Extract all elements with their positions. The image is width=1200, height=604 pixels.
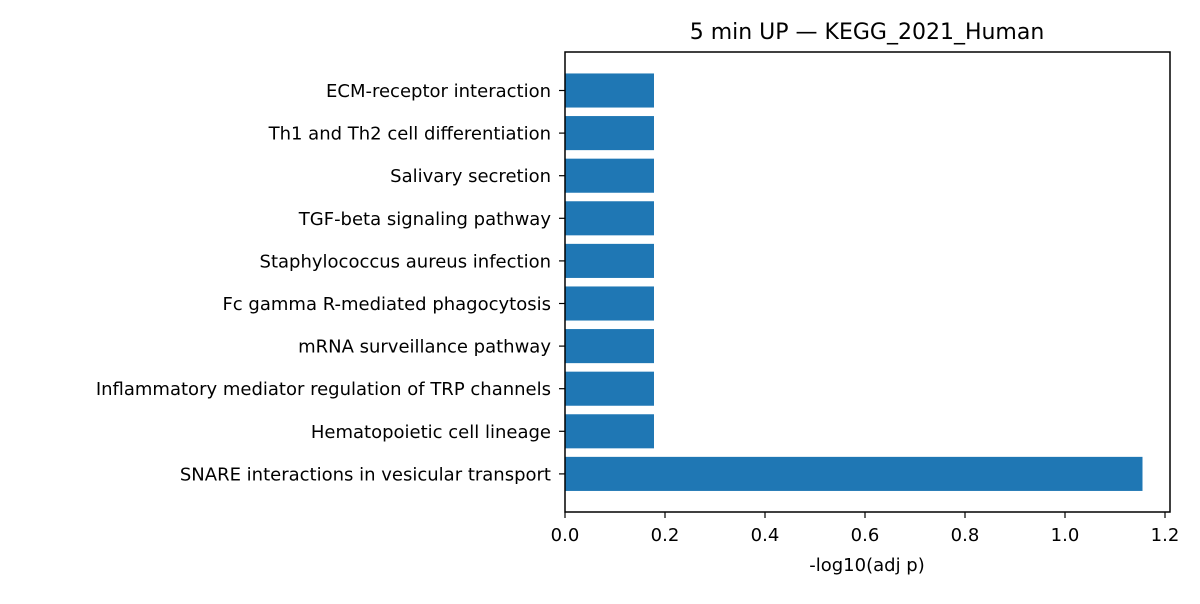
y-tick-label: Hematopoietic cell lineage [311, 422, 551, 443]
x-tick-label: 0.8 [951, 525, 980, 546]
bars-layer [565, 73, 1143, 491]
y-tick-label: Staphylococcus aureus infection [260, 251, 551, 272]
x-axis-ticks: 0.0 0.2 0.4 0.6 0.8 1.0 1.2 [551, 512, 1180, 546]
y-tick-label: ECM-receptor interaction [326, 81, 551, 102]
bar [565, 243, 654, 278]
plot-frame [564, 51, 1171, 513]
y-tick-label: mRNA surveillance pathway [298, 337, 551, 358]
y-tick-label: Salivary secretion [390, 166, 551, 187]
x-tick-label: 0.0 [551, 525, 580, 546]
x-tick-label: 1.0 [1051, 525, 1080, 546]
bar [565, 329, 654, 364]
bar [565, 116, 654, 151]
x-tick-label: 0.4 [751, 525, 780, 546]
bar [565, 158, 654, 193]
y-tick-label: Fc gamma R-mediated phagocytosis [222, 294, 551, 315]
bar [565, 371, 654, 406]
y-tick-label: Inflammatory mediator regulation of TRP … [96, 379, 551, 400]
x-axis-label: -log10(adj p) [809, 555, 925, 576]
y-axis-ticks: ECM-receptor interaction Th1 and Th2 cell… [96, 81, 565, 485]
y-tick-label: Th1 and Th2 cell differentiation [268, 124, 551, 145]
y-tick-label: SNARE interactions in vesicular transpor… [180, 464, 551, 485]
bar [565, 73, 654, 108]
chart-title: 5 min UP — KEGG_2021_Human [690, 20, 1045, 45]
bar [565, 414, 654, 449]
x-tick-label: 0.6 [851, 525, 880, 546]
bar [565, 201, 654, 236]
x-tick-label: 0.2 [651, 525, 680, 546]
x-tick-label: 1.2 [1151, 525, 1180, 546]
bar [565, 286, 654, 321]
bar [565, 456, 1143, 491]
y-tick-label: TGF-beta signaling pathway [298, 209, 552, 230]
